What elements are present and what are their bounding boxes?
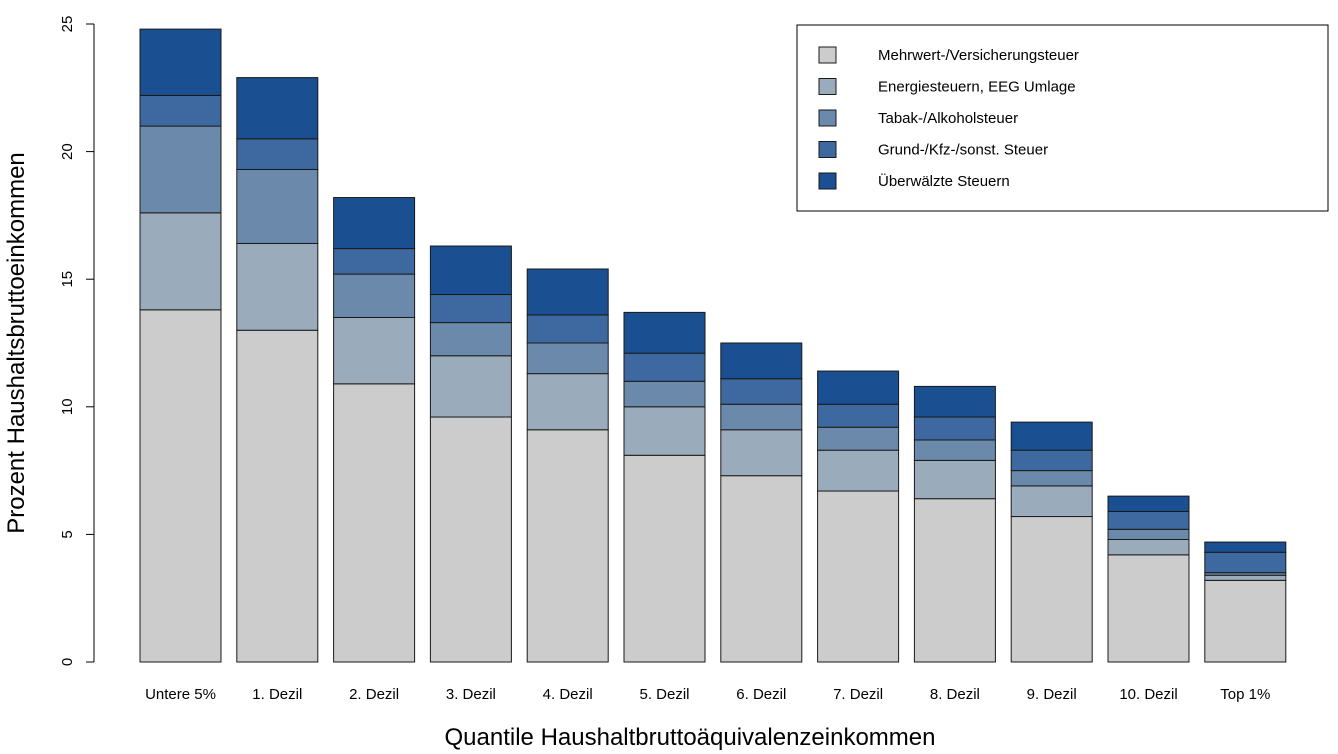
bar-segment-2-7 [817, 426, 900, 451]
bar-segment-1-6 [720, 429, 803, 477]
legend: Mehrwert-/Versicherungsteuer Energiesteue… [796, 24, 1329, 212]
y-tick-label: 15 [59, 271, 76, 288]
legend-label: Grund-/Kfz-/sonst. Steuer [878, 142, 1048, 159]
legend-label: Tabak-/Alkoholsteuer [878, 110, 1018, 127]
legend-swatch [818, 109, 837, 127]
bar-segment-3-0 [139, 94, 222, 127]
y-axis: 0 5 10 15 20 25 [59, 16, 95, 666]
legend-box [796, 24, 1329, 212]
bar-segment-4-0 [139, 28, 222, 96]
bar-segment-2-8 [913, 439, 996, 461]
bar-segment-1-11 [1204, 574, 1287, 581]
bar-segment-2-6 [720, 403, 803, 431]
legend-swatch [818, 78, 837, 95]
bar-segment-0-0 [139, 309, 222, 663]
bar-segment-0-2 [333, 383, 416, 663]
bar-segment-4-9 [1010, 421, 1093, 451]
x-tick-label: 3. Dezil [446, 686, 496, 703]
bars-group [139, 28, 1287, 663]
bar-segment-0-11 [1204, 579, 1287, 663]
bar-segment-3-2 [333, 248, 416, 275]
bar-segment-0-6 [720, 475, 803, 663]
bar-segment-3-7 [817, 403, 900, 428]
bar-segment-2-5 [623, 380, 706, 408]
x-tick-label: 7. Dezil [833, 686, 883, 703]
bar-segment-1-10 [1107, 539, 1190, 556]
bar-segment-3-9 [1010, 449, 1093, 472]
bar-segment-1-1 [236, 242, 319, 331]
x-tick-label: 4. Dezil [543, 686, 593, 703]
bar-segment-4-10 [1107, 495, 1190, 512]
bar-segment-3-10 [1107, 510, 1190, 530]
x-tick-label: 9. Dezil [1027, 686, 1077, 703]
bar-segment-1-8 [913, 459, 996, 500]
x-tick-label: 5. Dezil [639, 686, 689, 703]
bar-segment-1-4 [526, 373, 609, 431]
bar-segment-3-8 [913, 416, 996, 441]
bar-segment-1-5 [623, 406, 706, 456]
bar-segment-2-4 [526, 342, 609, 375]
legend-label: Überwälzte Steuern [878, 172, 1010, 190]
bar-segment-4-8 [913, 385, 996, 418]
bar-segment-2-10 [1107, 528, 1190, 541]
x-tick-label: Untere 5% [145, 686, 216, 703]
bar-segment-1-0 [139, 212, 222, 311]
bar-segment-3-1 [236, 138, 319, 170]
y-tick-label: 10 [59, 398, 76, 415]
bar-segment-1-3 [429, 355, 512, 418]
legend-label: Mehrwert-/Versicherungsteuer [878, 47, 1079, 64]
bar-segment-1-7 [817, 449, 900, 492]
bar-segment-4-2 [333, 197, 416, 250]
bar-segment-4-1 [236, 77, 319, 140]
y-tick-label: 5 [59, 530, 76, 538]
bar-segment-0-8 [913, 498, 996, 663]
bar-segment-4-4 [526, 268, 609, 316]
bar-segment-3-11 [1204, 551, 1287, 574]
bar-segment-2-3 [429, 322, 512, 357]
y-tick-label: 20 [59, 143, 76, 160]
x-axis: Untere 5% 1. Dezil 2. Dezil 3. Dezil 4. Dezi… [145, 686, 1270, 703]
bar-segment-1-2 [333, 316, 416, 385]
bar-segment-2-9 [1010, 470, 1093, 487]
y-tick-label: 25 [59, 16, 76, 33]
x-axis-title: Quantile Haushaltbruttoäquivalenzeinkomm… [445, 724, 936, 751]
bar-segment-3-3 [429, 294, 512, 324]
y-axis-title: Prozent Haushaltsbruttoeinkommen [3, 152, 30, 534]
x-tick-label: 8. Dezil [930, 686, 980, 703]
x-tick-label: 6. Dezil [736, 686, 786, 703]
bar-segment-0-3 [429, 416, 512, 663]
bar-segment-4-11 [1204, 541, 1287, 553]
bar-segment-1-9 [1010, 485, 1093, 518]
x-tick-label: 2. Dezil [349, 686, 399, 703]
bar-segment-2-0 [139, 125, 222, 214]
bar-segment-4-6 [720, 342, 803, 380]
bar-segment-4-7 [817, 370, 900, 405]
bar-segment-0-4 [526, 429, 609, 663]
legend-label: Energiesteuern, EEG Umlage [878, 79, 1076, 96]
bar-segment-2-1 [236, 168, 319, 244]
bar-segment-3-6 [720, 378, 803, 405]
bar-segment-0-9 [1010, 516, 1093, 663]
bar-segment-0-5 [623, 454, 706, 663]
y-tick-label: 0 [59, 658, 76, 666]
x-tick-label: 10. Dezil [1119, 686, 1177, 703]
bar-segment-2-2 [333, 273, 416, 318]
legend-swatch [818, 141, 837, 158]
bar-segment-0-1 [236, 329, 319, 663]
bar-segment-0-7 [817, 490, 900, 663]
bar-segment-4-3 [429, 245, 512, 296]
bar-segment-4-5 [623, 311, 706, 354]
x-tick-label: 1. Dezil [252, 686, 302, 703]
legend-swatch [818, 46, 837, 64]
bar-segment-3-5 [623, 352, 706, 382]
legend-swatch [818, 172, 837, 190]
bar-segment-3-4 [526, 314, 609, 344]
bar-segment-0-10 [1107, 554, 1190, 663]
x-tick-label: Top 1% [1220, 686, 1270, 703]
